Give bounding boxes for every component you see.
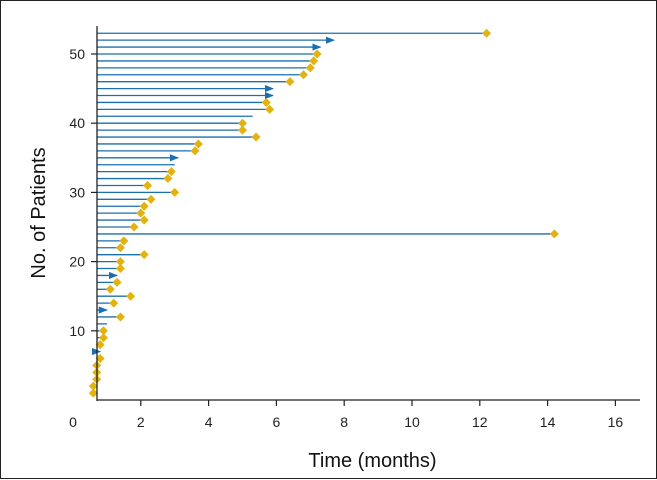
event-marker [129, 222, 139, 232]
event-marker [238, 118, 247, 128]
y-tick-label: 20 [69, 254, 85, 270]
event-marker [265, 104, 275, 114]
event-marker [309, 56, 319, 66]
event-marker [285, 77, 295, 87]
x-tick-label: 6 [273, 414, 281, 430]
x-tick-label: 2 [137, 414, 145, 430]
event-marker [115, 257, 125, 267]
y-axis-title: No. of Patients [28, 147, 50, 278]
event-marker [193, 139, 203, 149]
event-marker [251, 132, 261, 142]
event-marker [95, 340, 105, 350]
y-tick-label: 40 [69, 115, 85, 131]
event-marker [163, 174, 173, 184]
event-marker [99, 333, 109, 343]
y-tick-label: 30 [69, 184, 85, 200]
event-marker [139, 201, 149, 211]
y-tick-label: 50 [69, 46, 85, 62]
markers-layer [88, 28, 559, 398]
event-marker [99, 326, 109, 336]
event-marker [109, 298, 119, 308]
event-marker [166, 167, 176, 177]
x-tick-label: 4 [205, 414, 213, 430]
x-tick-label: 8 [340, 414, 348, 430]
event-marker [139, 250, 149, 260]
event-marker [190, 146, 200, 156]
event-marker [261, 97, 271, 107]
event-marker [549, 229, 559, 239]
event-marker [115, 243, 125, 253]
event-marker [136, 208, 146, 218]
event-marker [482, 28, 492, 38]
event-marker [143, 180, 153, 190]
event-marker [95, 353, 105, 363]
y-tick-label: 10 [69, 323, 85, 339]
x-axis-title: Time (months) [308, 450, 436, 472]
x-tick-label: 12 [472, 414, 488, 430]
event-marker [126, 291, 136, 301]
event-marker [299, 70, 309, 80]
event-marker [88, 388, 98, 398]
event-marker [115, 264, 125, 274]
event-marker [238, 125, 247, 135]
event-marker [112, 277, 122, 287]
x-tick-label: 16 [608, 414, 624, 430]
event-marker [146, 194, 156, 204]
bars-layer [91, 32, 555, 394]
event-marker [312, 49, 322, 59]
event-marker [105, 284, 115, 294]
event-marker [119, 236, 129, 246]
x-tick-label: 10 [404, 414, 420, 430]
axes-layer: 0 2 4 6 8 10 12 14 16 10 20 30 40 50 [69, 26, 640, 430]
x-tick-label: 0 [69, 414, 77, 430]
event-marker [139, 215, 149, 225]
x-tick-label: 14 [540, 414, 556, 430]
event-marker [115, 312, 125, 322]
event-marker [88, 381, 98, 391]
event-marker [305, 63, 315, 73]
event-marker [170, 187, 180, 197]
